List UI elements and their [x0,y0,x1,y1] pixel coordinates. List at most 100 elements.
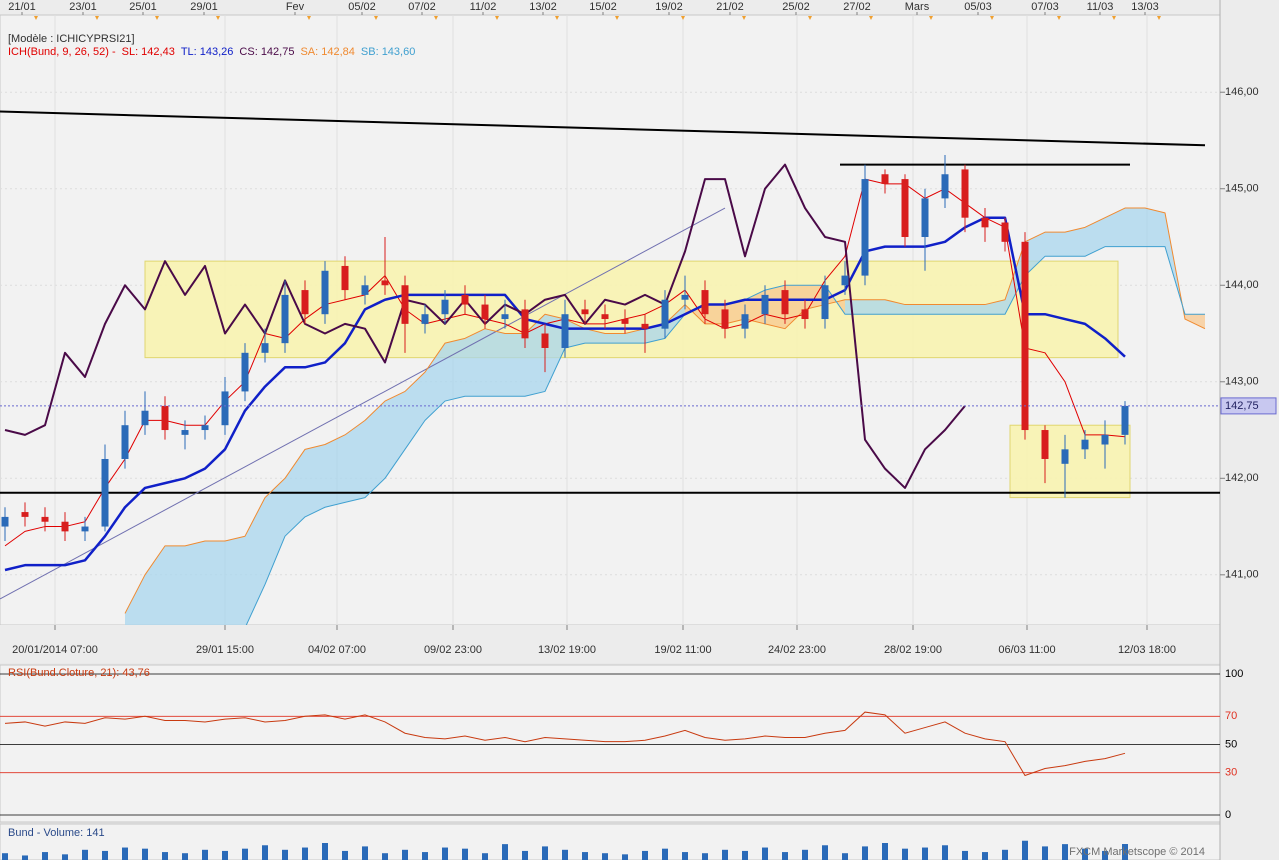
volume-bar [822,845,828,860]
candle-body [41,516,49,522]
cloud-fill [605,333,625,344]
legend-entry: SA: 142,84 [300,46,354,58]
top-tick-label: 11/02 [470,1,497,13]
volume-bar [982,852,988,860]
x-tick-label: 12/03 18:00 [1118,644,1176,656]
candle-body [361,285,369,295]
cloud-fill [265,478,285,585]
candle-body [741,314,749,329]
highlight-zone [1009,424,1131,499]
candle-body [981,217,989,228]
cloud-fill [945,304,965,315]
volume-layer [2,840,1128,860]
volume-bar [902,848,908,860]
volume-bar [1042,846,1048,860]
candle-body [341,265,349,291]
top-tick-label: 07/03 [1031,1,1059,13]
candle-body [601,314,609,320]
volume-bar [442,847,448,860]
volume-bar [642,850,648,860]
volume-bar [582,852,588,860]
candle-body [661,299,669,329]
volume-bar [202,849,208,860]
candle-body [181,430,189,435]
x-tick-label: 29/01 15:00 [196,644,254,656]
rsi-tick-label: 70 [1225,710,1237,722]
volume-bar [122,847,128,860]
event-marker [990,16,994,20]
cloud-fill [725,299,745,324]
candle-body [221,391,229,426]
y-tick-label: 143,00 [1225,376,1259,388]
candle-body [761,294,769,315]
volume-bar [922,847,928,860]
x-tick-label: 09/02 23:00 [424,644,482,656]
cloud-fill [845,299,865,315]
event-marker [929,16,933,20]
volume-bar [782,852,788,860]
rsi-layer [0,673,1220,816]
candle-body [901,179,909,237]
candle-body [581,309,589,315]
cloud-fill [505,333,525,397]
volume-bar [502,844,508,860]
x-tick-label: 13/02 19:00 [538,644,596,656]
top-tick-label: 15/02 [589,1,617,13]
volume-bar [22,855,28,860]
volume-bar [422,852,428,860]
trendline [0,110,1206,147]
volume-bar [842,853,848,860]
candle-body [121,425,129,459]
volume-bar [42,852,48,860]
watermark: FXCM Marketscope © 2014 [1069,846,1205,858]
cloud-fill [145,545,165,625]
event-marker [742,16,746,20]
cloud-fill [1065,227,1085,257]
volume-bar [942,845,948,860]
indicator-legend: ICH(Bund, 9, 26, 52) - SL: 142,43 TL: 143,… [8,46,415,58]
trendline [0,207,726,600]
cloud-fill [705,304,725,324]
cloud-fill [1085,217,1105,257]
top-tick-label: Fev [286,1,305,13]
candle-body [401,285,409,324]
x-tick-label: 24/02 23:00 [768,644,826,656]
candle-body [141,410,149,426]
volume-bar [962,850,968,860]
top-tick-label: Mars [905,1,930,13]
candle-body [301,290,309,315]
candle-body [1121,405,1129,435]
candle-body [1081,439,1089,450]
rsi-line [4,711,1126,777]
volume-bar [862,846,868,860]
volume-bar [462,848,468,860]
cloud-fill [405,372,425,450]
volume-bar [622,854,628,860]
volume-bar [242,848,248,860]
candle-body [241,352,249,392]
volume-bar [362,846,368,860]
cloud-fill [1125,208,1145,247]
candle-body [1,516,9,527]
candle-body [101,458,109,527]
volume-bar [762,847,768,860]
candle-body [481,304,489,320]
candle-body [941,174,949,199]
candle-body [1101,434,1109,445]
cloud-fill [545,314,565,392]
candle-body [421,314,429,324]
volume-bar [302,847,308,860]
cloud-fill [125,574,145,625]
cloud-fill [1185,314,1205,329]
x-tick-label: 20/01/2014 07:00 [12,644,98,656]
event-marker [34,16,38,20]
volume-bar [62,854,68,860]
candle-body [961,169,969,218]
top-tick-label: 07/02 [408,1,436,13]
cloud-fill [1005,241,1025,315]
volume-label: Bund - Volume: 141 [8,827,105,839]
x-tick-label: 19/02 11:00 [654,644,711,656]
y-tick-label: 144,00 [1225,279,1259,291]
top-tick-label: 19/02 [655,1,683,13]
top-tick-label: 05/03 [964,1,992,13]
